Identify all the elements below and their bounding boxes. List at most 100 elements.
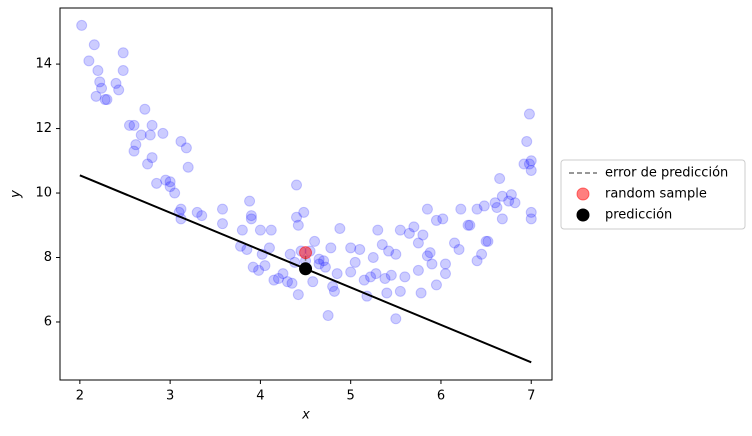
scatter-point [76, 19, 88, 31]
scatter-point [245, 210, 257, 222]
scatter-point [430, 214, 442, 226]
scatter-point [142, 158, 154, 170]
legend-box [560, 159, 746, 230]
scatter-point [523, 158, 535, 170]
scatter-point [453, 243, 465, 255]
plot-frame [59, 7, 553, 381]
scatter-point [164, 176, 176, 188]
scatter-point [157, 127, 169, 139]
scatter-point [281, 276, 293, 288]
scatter-point [268, 274, 280, 286]
scatter-point [236, 224, 248, 236]
scatter-point [381, 287, 393, 299]
x-tick-label: 7 [527, 389, 535, 404]
scatter-point [292, 289, 304, 301]
scatter-point [408, 221, 420, 233]
scatter-point [439, 268, 451, 280]
scatter-point [83, 55, 95, 67]
scatter-point [318, 255, 330, 267]
scatter-point [518, 158, 530, 170]
scatter-point [421, 250, 433, 262]
y-tick-label: 14 [35, 57, 52, 72]
scatter-point [272, 272, 284, 284]
y-tick-label: 8 [44, 250, 52, 265]
scatter-point [292, 219, 304, 231]
scatter-point [247, 261, 259, 273]
x-tick-label: 4 [256, 389, 264, 404]
scatter-point [284, 248, 296, 260]
scatter-point [253, 264, 265, 276]
highlight-point [299, 262, 313, 276]
scatter-point [383, 245, 395, 257]
scatter-point [464, 219, 476, 231]
scatter-point [365, 271, 377, 283]
legend-handle [576, 187, 590, 201]
scatter-point [331, 268, 343, 280]
scatter-point [146, 152, 158, 164]
scatter-point [99, 94, 111, 106]
scatter-point [455, 203, 467, 215]
scatter-point [430, 279, 442, 291]
scatter-point [505, 189, 517, 201]
scatter-point [491, 202, 503, 214]
scatter-point [480, 235, 492, 247]
scatter-point [439, 258, 451, 270]
scatter-point [110, 77, 122, 89]
scatter-point [245, 213, 257, 225]
scatter-point [509, 197, 521, 209]
scatter-point [525, 155, 537, 167]
scatter-point [349, 256, 361, 268]
scatter-point [449, 237, 461, 249]
scatter-point [496, 213, 508, 225]
scatter-point [503, 195, 515, 207]
scatter-point [345, 242, 357, 254]
scatter-point [175, 135, 187, 147]
scatter-point [390, 313, 402, 325]
scatter-point [117, 65, 129, 77]
legend-label: predicción [605, 208, 672, 223]
scatter-point [160, 174, 172, 186]
scatter-point [394, 285, 406, 297]
scatter-point [130, 139, 142, 151]
scatter-point [334, 222, 346, 234]
legend-label: error de predicción [605, 166, 728, 181]
scatter-point [525, 164, 537, 176]
scatter-point [164, 181, 176, 193]
scatter-point [309, 235, 321, 247]
scatter-point [313, 258, 325, 270]
scatter-point [367, 252, 379, 264]
scatter-point [291, 179, 303, 191]
x-axis-label: x [301, 408, 310, 423]
x-tick-label: 2 [76, 389, 84, 404]
scatter-point [412, 264, 424, 276]
scatter-point [96, 82, 108, 94]
scatter-point [196, 210, 208, 222]
scatter-point [421, 203, 433, 215]
scatter-point [216, 203, 228, 215]
scatter-point [489, 197, 501, 209]
scatter-point [244, 195, 256, 207]
y-axis-label: y [9, 190, 24, 199]
scatter-point [146, 119, 158, 131]
x-tick-label: 6 [437, 389, 445, 404]
scatter-point [525, 206, 537, 218]
scatter-point [412, 237, 424, 249]
scatter-point [399, 271, 411, 283]
scatter-point [415, 287, 427, 299]
scatter-point [478, 200, 490, 212]
scatter-point [417, 229, 429, 241]
scatter-point [298, 206, 310, 218]
scatter-point [494, 173, 506, 185]
scatter-point [259, 260, 271, 272]
scatter-point [390, 248, 402, 260]
scatter-point [117, 47, 129, 59]
scatter-point [277, 268, 289, 280]
scatter-point [372, 224, 384, 236]
scatter-point [182, 161, 194, 173]
scatter-point [92, 65, 104, 77]
scatter-point [358, 274, 370, 286]
scatter-point [424, 247, 436, 259]
scatter-point [139, 103, 151, 115]
scatter-point [101, 94, 113, 106]
scatter-point [94, 76, 106, 88]
